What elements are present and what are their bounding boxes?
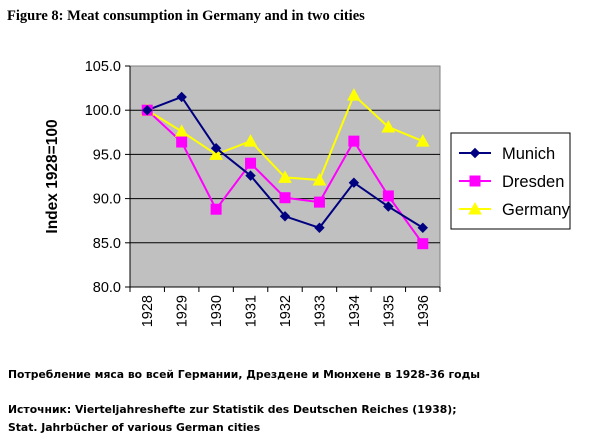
x-tick-label: 1935 — [381, 295, 397, 327]
x-tick-label: 1932 — [278, 295, 294, 327]
x-tick-label: 1936 — [416, 295, 432, 327]
munich-point — [279, 211, 291, 222]
axes: 80.0 85.0 90.0 95.0 100.0 105.0 1928 1929 1930 19… — [44, 59, 441, 327]
x-tick-label: 1934 — [347, 295, 363, 327]
legend-germany-marker — [468, 201, 482, 215]
dresden-point — [279, 192, 291, 204]
figure-title: Figure 8: Meat consumption in Germany an… — [7, 8, 365, 24]
source-line-2: Stat. Jahrbücher of various German citie… — [8, 421, 261, 434]
munich-point — [245, 170, 256, 181]
source-line-1: Источник: Vierteljahreshefte zur Statist… — [8, 403, 457, 416]
y-tick-label: 105.0 — [85, 59, 121, 75]
germany-point — [381, 119, 396, 133]
x-tick-label: 1933 — [312, 295, 328, 327]
dresden-point — [210, 203, 222, 215]
caption-russian: Потребление мяса во всей Германии, Дрезд… — [8, 368, 481, 381]
germany-point — [347, 88, 361, 101]
legend-germany-label: Germany — [502, 201, 571, 219]
munich-point — [383, 201, 394, 212]
dresden-point — [417, 238, 429, 250]
germany-point — [415, 134, 430, 147]
x-tick-label: 1929 — [175, 295, 191, 327]
x-tick-label: 1928 — [140, 295, 156, 327]
x-tick-label: 1931 — [244, 295, 260, 327]
y-tick-label: 85.0 — [93, 236, 121, 252]
y-tick-label: 100.0 — [85, 103, 121, 119]
germany-point — [278, 170, 292, 183]
series-group — [140, 88, 430, 250]
legend-dresden-marker — [469, 175, 481, 187]
dresden-point — [348, 135, 360, 147]
dresden-point — [245, 157, 257, 169]
y-tick-label: 80.0 — [93, 280, 121, 296]
germany-point — [209, 147, 223, 160]
dresden-point — [382, 190, 394, 202]
munich-point — [348, 177, 360, 188]
munich-point — [210, 143, 222, 154]
legend-dresden-label: Dresden — [502, 173, 564, 191]
germany-point — [174, 124, 189, 137]
munich-point — [176, 91, 187, 103]
legend: Munich Dresden Germany — [450, 132, 571, 230]
munich-point — [417, 222, 428, 233]
legend-munich-marker — [469, 147, 481, 159]
y-axis-title: Index 1928=100 — [44, 119, 61, 233]
munich-point — [314, 222, 325, 233]
y-tick-label: 90.0 — [93, 192, 121, 208]
munich-point — [142, 104, 153, 116]
x-tick-label: 1930 — [209, 295, 225, 327]
germany-point — [312, 172, 327, 186]
dresden-point — [176, 136, 188, 148]
legend-munich-label: Munich — [502, 145, 555, 163]
y-tick-label: 95.0 — [93, 147, 121, 163]
germany-point — [243, 134, 258, 147]
dresden-point — [313, 196, 325, 208]
